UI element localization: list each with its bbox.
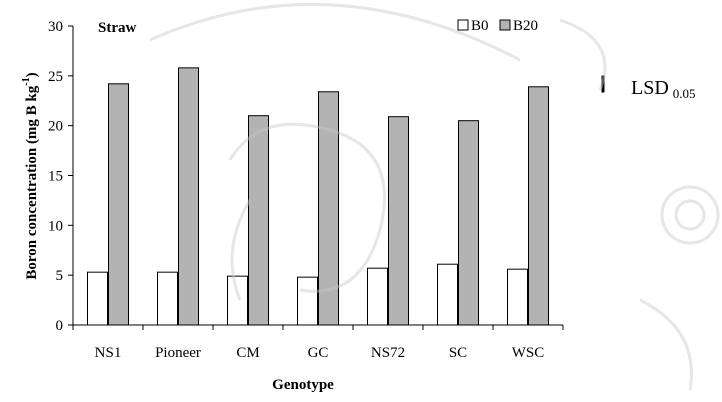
bar-b20-sc [458,120,479,326]
y-tick-label: 20 [48,119,63,135]
y-tick-label: 15 [48,169,63,185]
bar-b0-wsc [507,268,528,326]
bar-b0-pioneer [157,271,178,326]
y-axis-title-sup: -1 [21,77,32,85]
lsd-subscript: 0.05 [673,86,696,101]
legend: B0 B20 [457,18,538,34]
y-tick-label: 0 [56,318,64,334]
bar-b0-cm [227,275,248,326]
x-axis-title: Genotype [272,377,334,393]
x-tick-label: WSC [512,345,545,361]
x-tick-label: NS72 [371,345,405,361]
y-tick-label: 25 [48,69,63,85]
y-tick-group: 0 5 10 15 20 25 30 [48,19,73,334]
bar-b20-ns72 [388,116,409,326]
legend-swatch-b20 [499,19,511,31]
y-tick-label: 5 [56,268,64,284]
legend-swatch-b0 [457,19,469,31]
bar-b0-ns72 [367,267,388,326]
bar-b0-ns1 [87,271,108,326]
y-tick-label: 30 [48,19,63,35]
lsd-label-text: LSD [631,77,669,99]
bar-b20-pioneer [178,67,199,326]
bar-b0-sc [437,263,458,326]
y-tick-label: 10 [48,218,63,234]
bar-b20-wsc [528,86,549,326]
bar-b20-cm [248,115,269,326]
panel-label: Straw [98,20,136,36]
x-tick-group: NS1 Pioneer CM GC NS72 SC WSC [72,325,564,361]
x-tick-label: CM [236,345,259,361]
x-tick-label: Pioneer [155,345,201,361]
legend-label-b0: B0 [471,18,489,34]
x-tick-label: NS1 [95,345,122,361]
y-axis-title: Boron concentration (mg B kg-1) [21,72,40,279]
y-axis-title-main: Boron concentration (mg B kg [24,85,40,279]
bar-b20-ns1 [108,83,129,326]
lsd-label: LSD 0.05 [631,77,696,101]
x-tick-label: SC [449,345,467,361]
x-tick-label: GC [308,345,329,361]
bars-group [87,67,549,326]
y-axis-title-end: ) [24,72,40,77]
legend-label-b20: B20 [513,18,538,34]
bar-b20-gc [318,91,339,326]
bar-b0-gc [297,276,318,326]
